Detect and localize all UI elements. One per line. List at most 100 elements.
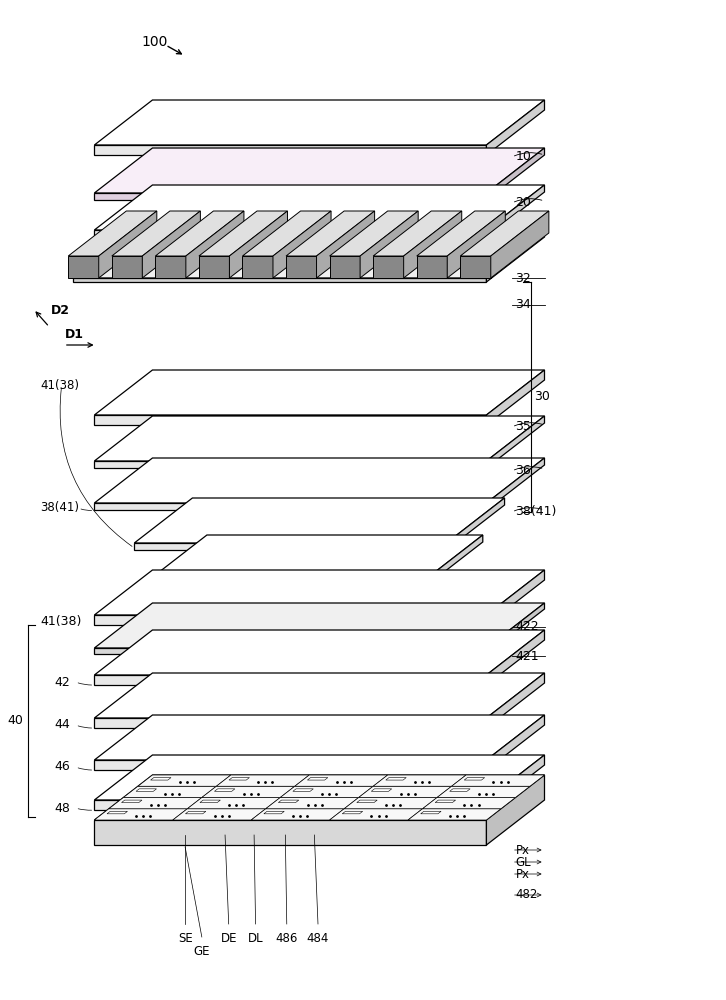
- Polygon shape: [94, 630, 544, 675]
- Polygon shape: [373, 211, 462, 256]
- Text: 38(41): 38(41): [40, 502, 79, 514]
- Polygon shape: [94, 820, 486, 845]
- Polygon shape: [200, 800, 221, 803]
- Text: 20: 20: [515, 196, 531, 210]
- Polygon shape: [437, 786, 530, 798]
- Polygon shape: [214, 789, 235, 791]
- Text: 48: 48: [54, 802, 70, 814]
- Text: GE: GE: [194, 945, 210, 958]
- Text: SE: SE: [178, 932, 192, 945]
- Polygon shape: [134, 543, 446, 550]
- Text: 32: 32: [515, 271, 531, 284]
- Polygon shape: [68, 211, 157, 256]
- Polygon shape: [286, 211, 375, 256]
- Polygon shape: [94, 370, 544, 415]
- Polygon shape: [94, 603, 544, 648]
- Polygon shape: [491, 211, 549, 278]
- Polygon shape: [94, 185, 544, 230]
- Polygon shape: [317, 211, 375, 278]
- Polygon shape: [449, 789, 470, 791]
- Polygon shape: [356, 800, 378, 803]
- Text: DL: DL: [248, 932, 264, 945]
- Polygon shape: [417, 256, 447, 278]
- Polygon shape: [94, 760, 486, 770]
- Polygon shape: [425, 535, 483, 587]
- Text: 486: 486: [276, 932, 298, 945]
- Polygon shape: [486, 630, 544, 685]
- Text: 34: 34: [515, 298, 531, 312]
- Polygon shape: [371, 789, 392, 791]
- Polygon shape: [109, 798, 202, 809]
- Polygon shape: [112, 256, 142, 278]
- Text: 421: 421: [515, 650, 539, 662]
- Polygon shape: [342, 811, 363, 814]
- Polygon shape: [330, 211, 418, 256]
- Polygon shape: [264, 811, 285, 814]
- Text: 38(41): 38(41): [515, 506, 557, 518]
- Polygon shape: [94, 416, 544, 461]
- Polygon shape: [486, 148, 544, 200]
- Polygon shape: [150, 778, 171, 780]
- Polygon shape: [266, 798, 359, 809]
- Polygon shape: [94, 100, 544, 145]
- Polygon shape: [94, 145, 486, 155]
- Polygon shape: [94, 615, 486, 625]
- Polygon shape: [94, 193, 486, 200]
- Text: 35: 35: [515, 420, 531, 434]
- Polygon shape: [486, 416, 544, 468]
- Polygon shape: [330, 809, 423, 820]
- Polygon shape: [404, 211, 462, 278]
- Polygon shape: [94, 461, 486, 468]
- Polygon shape: [94, 775, 544, 820]
- Polygon shape: [486, 755, 544, 810]
- Polygon shape: [73, 278, 486, 282]
- Polygon shape: [94, 648, 486, 654]
- Polygon shape: [121, 800, 142, 803]
- Text: 42: 42: [54, 676, 70, 688]
- Polygon shape: [278, 800, 299, 803]
- Polygon shape: [446, 498, 505, 550]
- Polygon shape: [408, 809, 501, 820]
- Polygon shape: [464, 778, 485, 780]
- Polygon shape: [229, 778, 250, 780]
- Text: 44: 44: [54, 718, 70, 732]
- Polygon shape: [73, 233, 544, 278]
- Polygon shape: [360, 211, 418, 278]
- Text: 484: 484: [307, 932, 329, 945]
- Text: Px: Px: [515, 867, 529, 880]
- Polygon shape: [94, 503, 486, 510]
- Text: GL: GL: [515, 856, 531, 868]
- Polygon shape: [486, 570, 544, 625]
- Polygon shape: [280, 786, 373, 798]
- Polygon shape: [460, 211, 549, 256]
- Polygon shape: [94, 718, 486, 728]
- Polygon shape: [149, 580, 425, 587]
- Polygon shape: [107, 811, 128, 814]
- Polygon shape: [138, 775, 231, 786]
- Polygon shape: [359, 786, 452, 798]
- Polygon shape: [460, 256, 491, 278]
- Polygon shape: [136, 789, 157, 791]
- Polygon shape: [199, 256, 229, 278]
- Text: D2: D2: [51, 304, 70, 317]
- Polygon shape: [452, 775, 544, 786]
- Text: D1: D1: [65, 328, 84, 341]
- Polygon shape: [373, 256, 404, 278]
- Polygon shape: [173, 809, 266, 820]
- Polygon shape: [199, 211, 287, 256]
- Text: 30: 30: [534, 390, 550, 403]
- Text: 100: 100: [142, 35, 168, 49]
- Polygon shape: [94, 755, 544, 800]
- Polygon shape: [94, 415, 486, 425]
- Polygon shape: [486, 715, 544, 770]
- Polygon shape: [112, 211, 200, 256]
- Polygon shape: [330, 256, 360, 278]
- Polygon shape: [142, 211, 200, 278]
- Polygon shape: [123, 786, 216, 798]
- Polygon shape: [242, 256, 273, 278]
- Polygon shape: [420, 811, 441, 814]
- Polygon shape: [202, 786, 295, 798]
- Polygon shape: [295, 775, 388, 786]
- Polygon shape: [229, 211, 287, 278]
- Text: 46: 46: [54, 760, 70, 774]
